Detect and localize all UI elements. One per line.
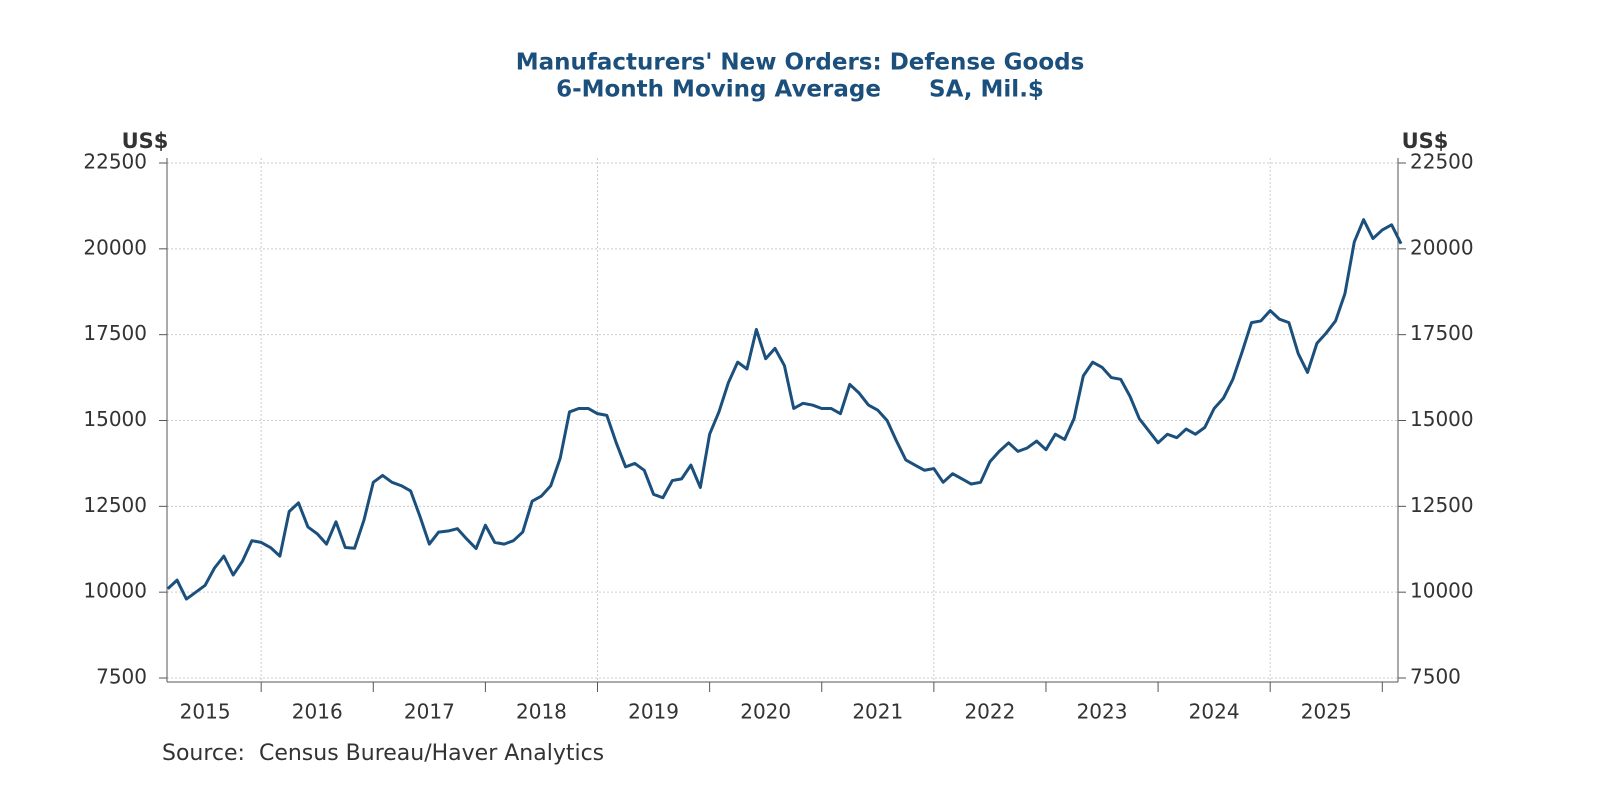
y2-tick-label: 17500 — [1410, 321, 1474, 345]
source-note: Source: Census Bureau/Haver Analytics — [162, 741, 604, 766]
x-tick-label: 2020 — [740, 700, 791, 724]
y-tick-label: 22500 — [83, 150, 147, 174]
x-tick-label: 2016 — [292, 700, 343, 724]
x-tick-label: 2023 — [1077, 700, 1128, 724]
y2-tick-label: 22500 — [1410, 150, 1474, 174]
y-tick-label: 7500 — [96, 665, 147, 689]
x-tick-label: 2025 — [1301, 700, 1352, 724]
x-tick-label: 2024 — [1189, 700, 1240, 724]
y2-axis-label: US$ — [1402, 129, 1449, 153]
data-line — [166, 218, 1403, 601]
chart-subtitle: 6-Month Moving Average SA, Mil.$ — [556, 77, 1044, 103]
y-tick-label: 12500 — [83, 493, 147, 517]
y-axis-label: US$ — [122, 129, 169, 153]
chart-title: Manufacturers' New Orders: Defense Goods — [516, 50, 1085, 76]
x-tick-label: 2021 — [852, 700, 903, 724]
y2-tick-label: 7500 — [1410, 665, 1461, 689]
y2-tick-label: 15000 — [1410, 407, 1474, 431]
x-tick-label: 2018 — [516, 700, 567, 724]
y-tick-label: 10000 — [83, 579, 147, 603]
y-tick-label: 20000 — [83, 235, 147, 259]
y2-tick-label: 10000 — [1410, 579, 1474, 603]
x-tick-label: 2022 — [964, 700, 1015, 724]
y2-tick-label: 12500 — [1410, 493, 1474, 517]
y2-tick-label: 20000 — [1410, 235, 1474, 259]
x-tick-label: 2017 — [404, 700, 455, 724]
y-tick-label: 15000 — [83, 407, 147, 431]
x-tick-label: 2015 — [180, 700, 231, 724]
x-tick-label: 2019 — [628, 700, 679, 724]
y-tick-label: 17500 — [83, 321, 147, 345]
